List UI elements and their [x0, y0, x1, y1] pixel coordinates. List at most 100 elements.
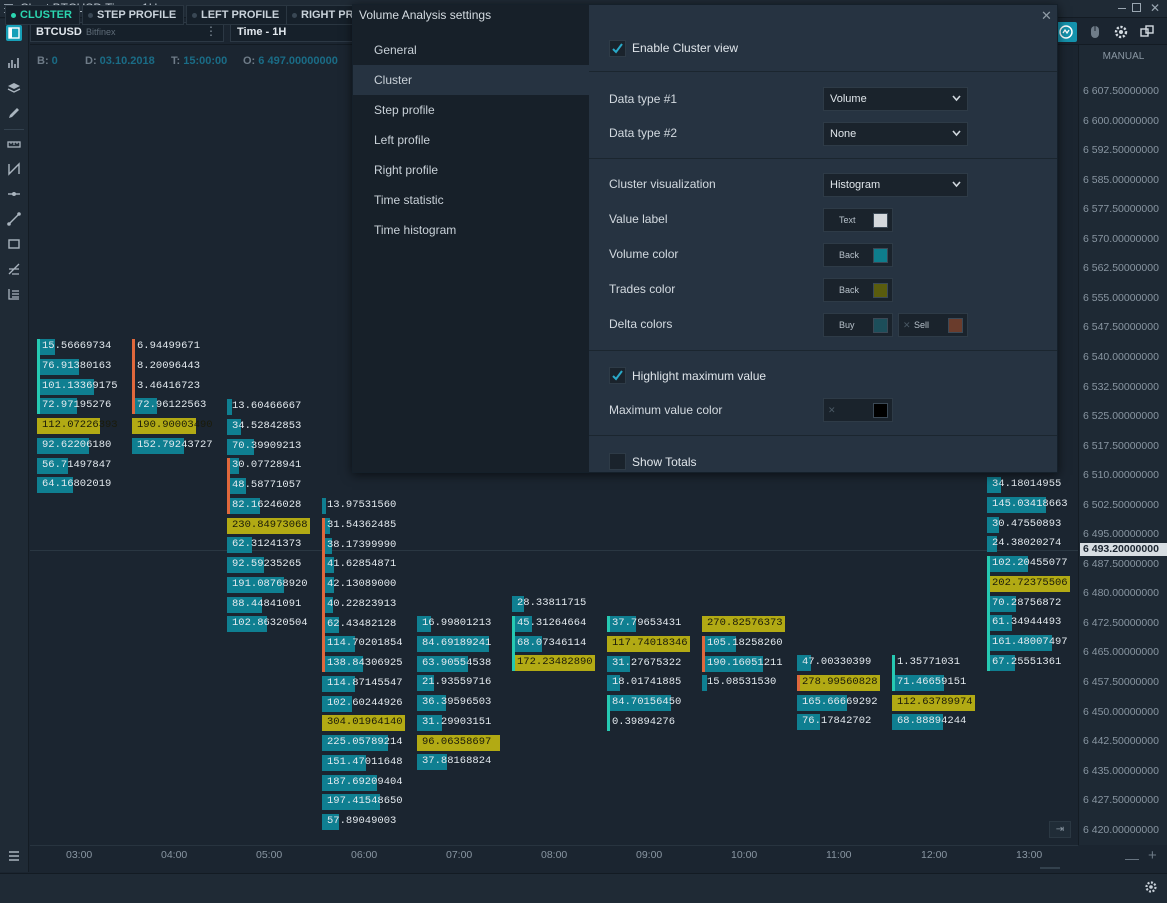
volume-analysis-icon[interactable]: [1055, 22, 1077, 42]
cluster-bar: [227, 557, 264, 573]
scroll-to-end-icon[interactable]: ⇥: [1049, 821, 1071, 838]
trades-color-picker[interactable]: Back: [823, 278, 893, 302]
cluster-value: 31.29903151: [422, 715, 492, 728]
pattern-icon[interactable]: [7, 162, 21, 176]
settings-nav: Volume Analysis settings General Cluster S…: [353, 5, 589, 472]
gann-icon[interactable]: [7, 287, 21, 301]
delta-buy-swatch: [873, 318, 888, 333]
panel-toggle-icon[interactable]: [6, 25, 22, 41]
cluster-cell: 63.90554538: [417, 655, 491, 672]
minimize-icon[interactable]: [1116, 2, 1128, 14]
cluster-value: 172.23482890: [517, 656, 593, 669]
section-divider: [589, 158, 1057, 159]
symbol-selector[interactable]: BTCUSD Bitfinex ⋮: [30, 22, 224, 42]
price-tick-label: 6 540.00000000: [1083, 350, 1159, 363]
trend-line-icon[interactable]: [7, 212, 21, 226]
cluster-cell: 84.70156450: [607, 694, 681, 711]
cluster-value: 101.13369175: [42, 379, 118, 392]
cluster-cell: 41.62854871: [322, 556, 396, 574]
fibonacci-icon[interactable]: [7, 262, 21, 276]
cluster-bar: [417, 655, 468, 672]
cluster-value: 31.27675322: [612, 656, 682, 669]
cluster-cell: 34.18014955: [987, 476, 1061, 493]
time-tick-label: 10:00: [731, 849, 758, 861]
price-tick-label: 6 570.00000000: [1083, 232, 1159, 245]
volume-color-picker[interactable]: Back: [823, 243, 893, 267]
time-scroll-handle[interactable]: [1040, 867, 1060, 869]
price-tick-label: 6 442.50000000: [1083, 735, 1159, 748]
ruler-icon[interactable]: [7, 137, 21, 151]
bottom-tab[interactable]: STEP PROFILE: [82, 5, 185, 25]
bottom-tab[interactable]: LEFT PROFILE: [186, 5, 288, 25]
cluster-cell: 114.87145547: [322, 675, 403, 692]
maximize-icon[interactable]: [1132, 3, 1141, 12]
settings-nav-item[interactable]: General: [374, 43, 417, 57]
pencil-icon[interactable]: [7, 106, 21, 120]
cluster-value: 270.82576373: [707, 617, 783, 629]
bottom-settings-icon[interactable]: [1144, 880, 1158, 894]
cluster-bar: [512, 596, 524, 612]
cluster-bar: [892, 694, 975, 711]
close-icon[interactable]: ✕: [1149, 1, 1161, 15]
value-label-color-picker[interactable]: Text: [823, 208, 893, 232]
cluster-value: 84.69189241: [422, 636, 492, 649]
cluster-cell: 64.16802019: [37, 476, 111, 494]
link-icon[interactable]: [1136, 22, 1158, 42]
settings-nav-item[interactable]: Time statistic: [374, 193, 444, 207]
show-totals-checkbox[interactable]: [609, 453, 626, 470]
delta-sell-swatch: [948, 318, 963, 333]
time-tick-label: 07:00: [446, 849, 473, 861]
mouse-icon[interactable]: [1084, 22, 1106, 42]
cluster-cell: 3.46416723: [132, 378, 200, 395]
cluster-cell: 270.82576373: [702, 615, 785, 632]
bottom-tab-label: STEP PROFILE: [97, 9, 177, 21]
settings-nav-item[interactable]: Cluster: [353, 65, 589, 95]
cluster-value: 225.05789214: [327, 736, 403, 748]
cluster-bar: [702, 655, 763, 672]
cluster-bar: [987, 556, 1028, 572]
dialog-close-icon[interactable]: ✕: [1041, 8, 1052, 23]
cluster-cell: 31.27675322: [607, 655, 682, 672]
cluster-cell: 76.17842702: [797, 713, 871, 731]
delta-sell-color-picker[interactable]: ✕ Sell: [898, 313, 968, 337]
list-icon[interactable]: [7, 849, 21, 863]
bottom-tab[interactable]: CLUSTER: [5, 5, 80, 25]
settings-nav-item[interactable]: Right profile: [374, 163, 439, 177]
zoom-in-icon[interactable]: +: [1148, 847, 1157, 864]
cluster-cell: 187.69209404: [322, 774, 403, 791]
chart-type-icon[interactable]: [7, 56, 21, 70]
data-type1-select[interactable]: Volume: [823, 87, 968, 111]
show-totals-label: Show Totals: [632, 455, 697, 469]
rectangle-icon[interactable]: [7, 237, 21, 251]
layers-icon[interactable]: [7, 81, 21, 95]
price-scale-mode[interactable]: MANUAL: [1102, 51, 1145, 62]
price-axis[interactable]: MANUAL: [1078, 45, 1167, 845]
cluster-bar: [512, 615, 532, 632]
settings-icon[interactable]: [1110, 22, 1132, 42]
zoom-out-icon[interactable]: —: [1125, 850, 1139, 866]
settings-nav-item[interactable]: Left profile: [374, 133, 431, 147]
time-tick-label: 11:00: [826, 849, 852, 861]
max-color-picker[interactable]: ✕: [823, 398, 893, 422]
more-icon[interactable]: ⋮: [205, 24, 217, 38]
price-tick-label: 6 525.00000000: [1083, 410, 1159, 423]
cluster-cell: 92.62206180: [37, 437, 111, 454]
price-tick-label: 6 607.50000000: [1083, 85, 1159, 97]
highlight-max-checkbox[interactable]: [609, 367, 626, 384]
timeframe-selector[interactable]: Time - 1H: [230, 22, 354, 42]
horizontal-line-icon[interactable]: [7, 187, 21, 201]
settings-nav-item[interactable]: Time histogram: [374, 223, 457, 237]
time-axis[interactable]: [30, 845, 1078, 872]
cluster-bar: [417, 616, 431, 632]
enable-cluster-checkbox[interactable]: [609, 40, 626, 57]
cluster-bar: [227, 537, 252, 554]
cluster-bar: [797, 655, 811, 671]
price-tick-label: 6 532.50000000: [1083, 380, 1159, 393]
visualization-select[interactable]: Histogram: [823, 173, 968, 197]
cluster-bar: [607, 616, 636, 632]
price-tick-label: 6 577.50000000: [1083, 203, 1159, 216]
delta-buy-color-picker[interactable]: Buy: [823, 313, 893, 337]
settings-nav-item[interactable]: Step profile: [374, 103, 435, 117]
data-type2-select[interactable]: None: [823, 122, 968, 146]
cluster-cell: 31.29903151: [417, 714, 492, 731]
